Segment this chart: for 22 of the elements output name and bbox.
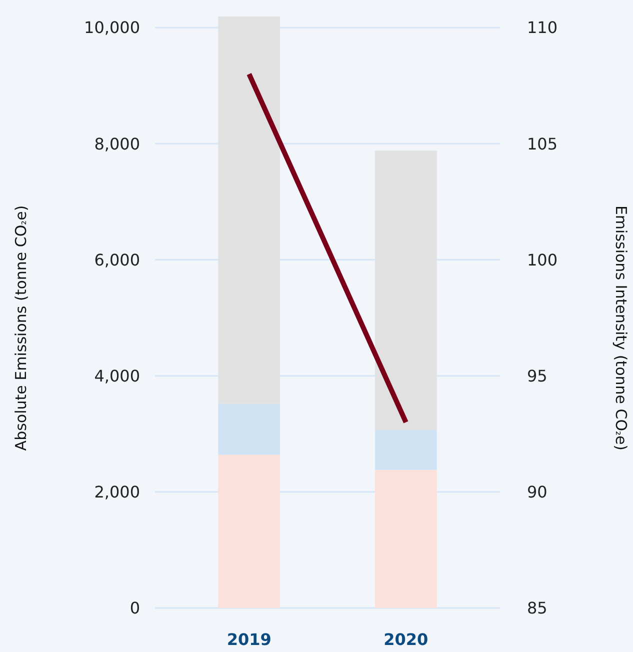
x-tick-label: 2020 [384, 630, 428, 649]
bar [218, 454, 280, 608]
y-axis-title: Absolute Emissions (tonne CO₂e) [12, 205, 30, 451]
y2-tick-label: 110 [527, 18, 558, 38]
y-tick-label: 2,000 [94, 482, 140, 502]
y-tick-label: 4,000 [94, 366, 140, 386]
y2-tick-label: 95 [527, 366, 548, 386]
x-tick-label: 2019 [226, 630, 272, 649]
bar [218, 16, 280, 404]
y-tick-label: 8,000 [94, 134, 140, 154]
y2-tick-label: 100 [527, 250, 558, 270]
y-tick-label: 10,000 [84, 18, 140, 38]
y-tick-label: 0 [130, 598, 140, 618]
y2-tick-label: 105 [527, 134, 558, 154]
bar [375, 430, 437, 470]
y-tick-label: 6,000 [94, 250, 140, 270]
y2-axis-title: Emissions Intensity (tonne CO₂e) [612, 205, 630, 451]
y2-tick-label: 85 [527, 598, 548, 618]
bar [375, 470, 437, 608]
y2-tick-label: 90 [527, 482, 548, 502]
bar [375, 150, 437, 430]
bar [218, 404, 280, 455]
